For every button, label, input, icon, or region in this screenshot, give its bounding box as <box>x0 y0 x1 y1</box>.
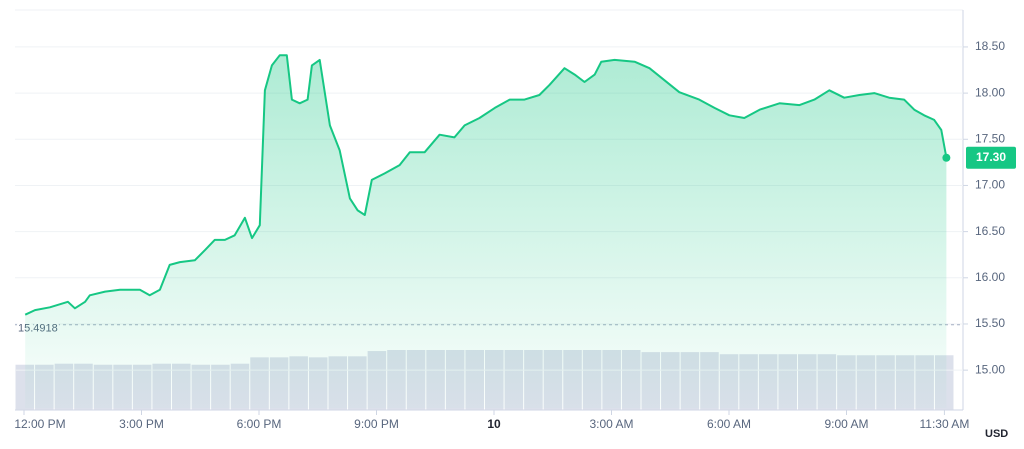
x-tick-label: 3:00 PM <box>119 417 164 431</box>
last-point <box>942 153 951 162</box>
y-tick-label: 16.00 <box>975 270 1005 284</box>
price-area <box>25 55 947 408</box>
x-tick-label: 9:00 PM <box>354 417 399 431</box>
y-tick-label: 17.50 <box>975 131 1005 145</box>
price-badge-label: 17.30 <box>976 150 1006 164</box>
x-tick-label: 6:00 PM <box>237 417 282 431</box>
price-line <box>24 54 948 316</box>
y-tick-label: 15.50 <box>975 316 1005 330</box>
y-tick-label: 16.50 <box>975 224 1005 238</box>
x-tick-label: 10 <box>487 417 501 431</box>
x-tick-label: 12:00 PM <box>14 417 65 431</box>
x-tick-label: 3:00 AM <box>589 417 633 431</box>
y-tick-label: 18.00 <box>975 85 1005 99</box>
y-tick-label: 15.00 <box>975 362 1005 376</box>
x-tick-label: 9:00 AM <box>824 417 868 431</box>
x-tick-label: 11:30 AM <box>920 417 970 431</box>
y-tick-label: 18.50 <box>975 39 1005 53</box>
y-tick-label: 17.00 <box>975 178 1005 192</box>
x-tick-label: 6:00 AM <box>707 417 751 431</box>
price-badge <box>966 146 1016 169</box>
y-unit: USD <box>985 428 1008 440</box>
